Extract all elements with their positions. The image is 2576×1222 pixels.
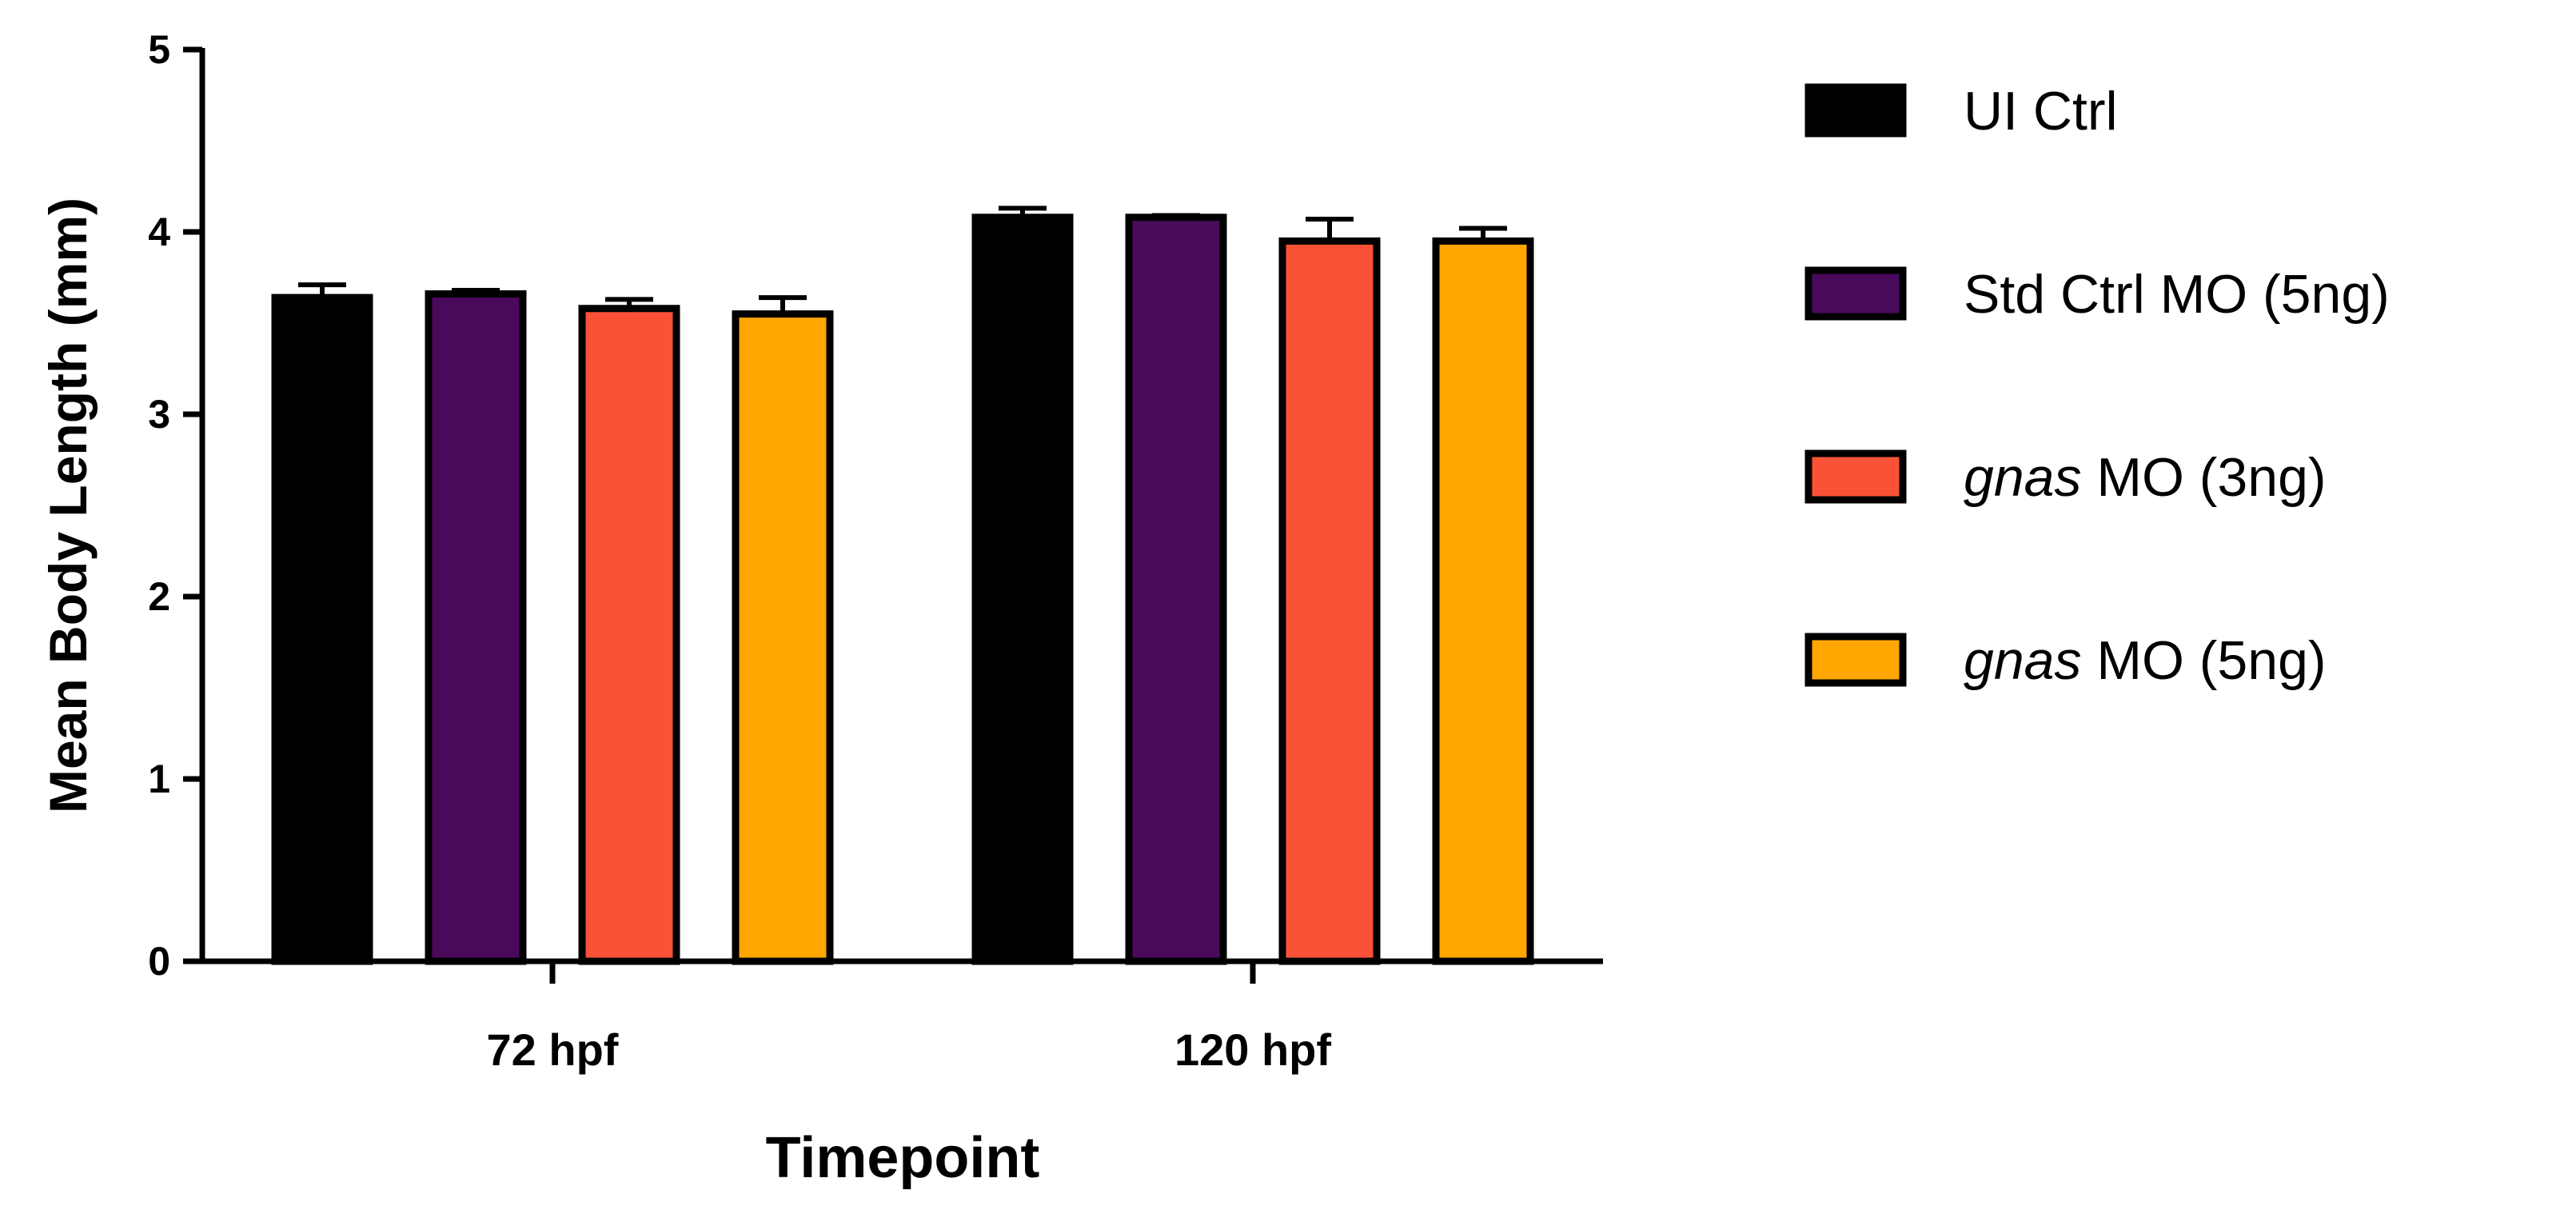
error-bars — [298, 206, 1507, 314]
y-tick-label: 1 — [148, 757, 170, 801]
legend-swatch — [1804, 633, 1907, 687]
bar — [578, 305, 680, 965]
y-tick-label: 3 — [148, 392, 170, 437]
y-tick-label: 0 — [148, 939, 170, 984]
x-axis-title: Timepoint — [766, 1126, 1040, 1190]
bar — [425, 290, 527, 965]
y-ticks: 0 1 2 3 4 5 — [148, 27, 202, 984]
bar — [1125, 214, 1227, 965]
legend-label: gnas MO (5ng) — [1964, 630, 2327, 691]
bar — [271, 294, 373, 965]
legend-label: UI Ctrl — [1964, 81, 2118, 142]
x-tick-label: 72 hpf — [487, 1024, 619, 1075]
x-tick-label: 120 hpf — [1174, 1024, 1331, 1075]
x-ticks: 72 hpf 120 hpf — [487, 961, 1331, 1075]
legend-swatch — [1804, 83, 1907, 138]
legend-swatch — [1804, 449, 1907, 504]
legend: UI Ctrl Std Ctrl MO (5ng) gnas MO (3ng) gna… — [1804, 81, 2390, 691]
bars — [271, 214, 1534, 965]
legend-swatch — [1804, 266, 1907, 321]
y-tick-label: 5 — [148, 27, 170, 72]
y-axis-title: Mean Body Length (mm) — [38, 198, 98, 813]
bar — [732, 310, 834, 965]
bar — [1432, 237, 1534, 965]
legend-label: Std Ctrl MO (5ng) — [1964, 264, 2390, 325]
y-tick-label: 4 — [148, 210, 170, 254]
bar — [971, 214, 1074, 965]
y-tick-label: 2 — [148, 574, 170, 619]
legend-label: gnas MO (3ng) — [1964, 447, 2327, 508]
bar — [1278, 237, 1381, 965]
axes — [199, 48, 1603, 964]
